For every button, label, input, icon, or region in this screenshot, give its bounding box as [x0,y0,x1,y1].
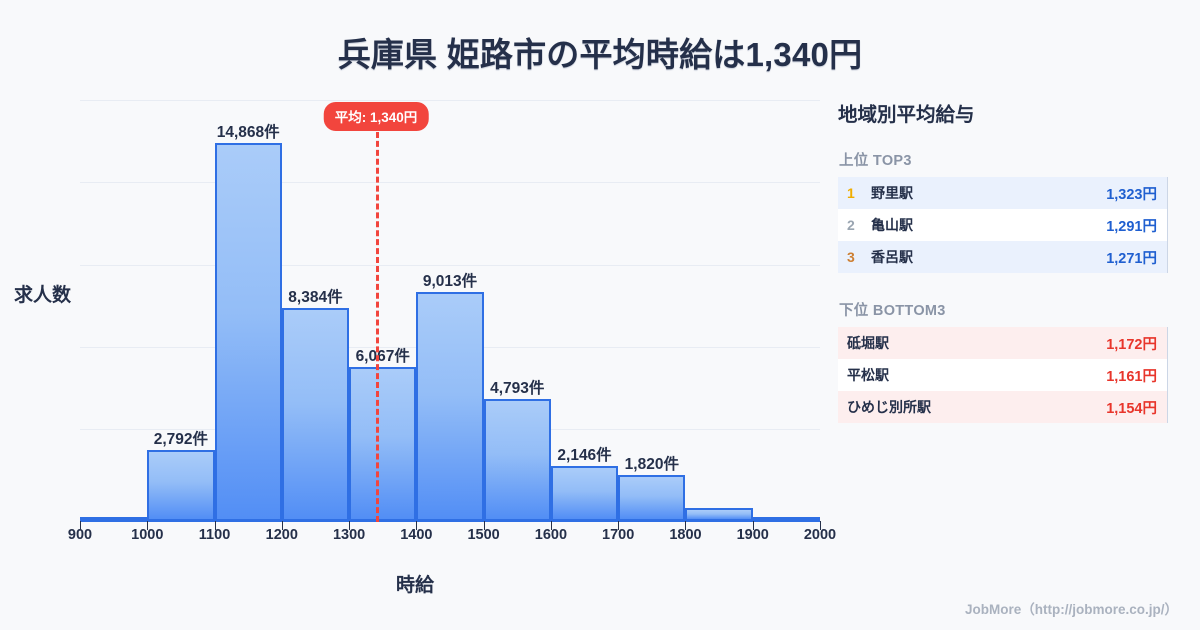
bar-value-label: 4,793件 [490,379,545,397]
x-tick-label: 900 [67,527,93,543]
x-tick-mark [281,521,283,530]
gridline [80,100,820,101]
rank-row[interactable]: 2 亀山駅 1,291円 [838,209,1167,241]
rank-row[interactable]: 3 香呂駅 1,271円 [838,241,1167,273]
histogram-bar [416,291,484,521]
x-axis-baseline [80,520,820,522]
station-name: 香呂駅 [871,249,913,265]
x-tick-label: 1000 [131,527,164,543]
station-wage-value: 1,154円 [1106,400,1157,417]
x-tick-label: 1800 [669,527,702,543]
rank-number: 3 [847,249,855,265]
rank-row[interactable]: 1 野里駅 1,323円 [838,177,1167,209]
rank-row[interactable]: 砥堀駅 1,172円 [838,327,1167,359]
histogram-bar [349,366,417,521]
region-salary-panel: 地域別平均給与 上位 TOP3 1 野里駅 1,323円 2 亀山駅 1,291円 3 香呂駅… [838,98,1168,449]
x-tick-label: 1900 [736,527,769,543]
rank-row[interactable]: 平松駅 1,161円 [838,359,1167,391]
x-tick-mark [752,521,754,530]
x-tick-label: 1600 [534,527,568,543]
gridline [80,182,820,183]
top3-table: 1 野里駅 1,323円 2 亀山駅 1,291円 3 香呂駅 1,271円 [838,177,1168,273]
x-axis-title: 時給 [395,575,434,596]
bottom3-group-label: 下位 BOTTOM3 [839,303,946,319]
histogram-bar [214,142,282,521]
bar-value-label: 1,820件 [624,455,679,473]
bottom3-table: 砥堀駅 1,172円平松駅 1,161円ひめじ別所駅 1,154円 [838,327,1168,423]
x-tick-label: 1700 [602,527,635,543]
x-tick-mark [416,521,418,530]
top3-group-label: 上位 TOP3 [839,153,912,169]
x-tick-label: 1300 [332,527,366,543]
station-wage-value: 1,323円 [1106,186,1157,203]
x-tick-mark [483,521,485,530]
x-tick-label: 1400 [400,527,433,543]
x-tick-label: 1100 [198,527,231,543]
x-tick-mark [685,521,687,530]
rank-row[interactable]: ひめじ別所駅 1,154円 [838,391,1167,423]
histogram-bar [618,474,686,521]
bar-value-label: 2,146件 [557,447,612,465]
bars-container: 2,792件 14,868件 8,384件 6,067件 9,013件 4,793件 2,1… [80,100,820,521]
footer-credit: JobMore（http://jobmore.co.jp/） [965,602,1178,617]
x-tick-label: 2000 [803,527,837,543]
x-tick-mark [349,521,351,530]
station-name: 野里駅 [871,185,913,201]
side-panel-heading: 地域別平均給与 [838,104,975,126]
x-tick-label: 1200 [265,527,298,543]
histogram-chart: 求人数 2,792件 14,868件 8,384件 6,067件 9,013件 4,793… [0,90,836,596]
station-wage-value: 1,161円 [1106,368,1157,385]
x-tick-mark [550,521,552,530]
station-wage-value: 1,271円 [1106,250,1157,267]
page-title: 兵庫県 姫路市の平均時給は1,340円 [337,36,863,73]
station-name: 砥堀駅 [847,335,889,351]
station-wage-value: 1,172円 [1106,336,1157,353]
x-axis-ticks: 900 1000 1100 1200 1300 1400 1500 1600 1700 1800 1… [68,527,836,549]
x-tick-mark [820,521,821,530]
rank-number: 1 [847,185,855,201]
x-tick-mark [618,521,620,530]
rank-number: 2 [847,217,855,233]
bar-value-label: 6,067件 [355,347,410,365]
x-tick-mark [214,521,216,530]
station-wage-value: 1,291円 [1106,218,1157,235]
average-line [376,132,379,522]
histogram-bar [483,399,551,521]
bar-value-label: 14,868件 [216,123,280,141]
x-tick-label: 1500 [467,527,500,543]
histogram-bar [685,507,753,521]
x-tick-mark [80,521,81,530]
histogram-bar [550,466,619,521]
station-name: ひめじ別所駅 [847,399,931,415]
plot-area: 2,792件 14,868件 8,384件 6,067件 9,013件 4,793件 2,1… [80,100,821,530]
station-name: 平松駅 [847,367,889,383]
bar-value-label: 9,013件 [422,272,478,290]
station-name: 亀山駅 [871,217,913,233]
bar-value-label: 2,792件 [153,430,209,448]
histogram-bar [281,307,350,521]
histogram-bar [147,449,215,521]
bar-value-label: 8,384件 [288,288,343,306]
x-tick-mark [147,521,149,530]
average-badge: 平均: 1,340円 [323,102,429,131]
y-axis-title: 求人数 [14,285,72,306]
gridline [80,265,820,266]
